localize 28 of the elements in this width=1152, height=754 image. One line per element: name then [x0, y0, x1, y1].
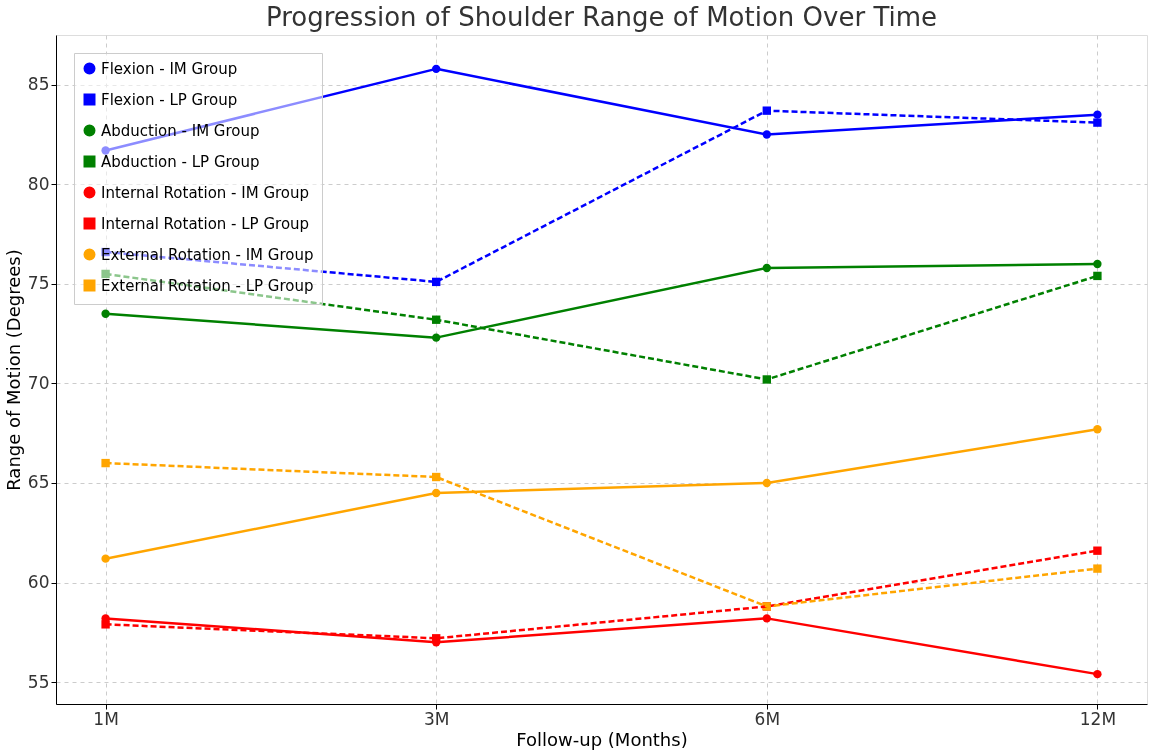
y-tick-label: 60	[27, 572, 50, 593]
legend-label: Flexion - LP Group	[101, 90, 238, 109]
point	[1093, 546, 1102, 555]
x-tick-label: 3M	[423, 708, 450, 729]
x-tick-label: 1M	[93, 708, 119, 729]
legend-label: External Rotation - LP Group	[101, 276, 314, 295]
y-tick-label: 65	[27, 472, 50, 493]
y-tick-label: 55	[27, 671, 50, 692]
x-tick-label: 12M	[1079, 708, 1117, 729]
point	[101, 458, 110, 468]
point	[1093, 271, 1102, 281]
y-tick-label: 75	[27, 273, 50, 294]
point	[101, 620, 110, 629]
legend-label: Internal Rotation - IM Group	[101, 183, 310, 202]
y-tick-label: 85	[27, 74, 50, 95]
legend-label: Abduction - LP Group	[101, 152, 260, 171]
y-tick-label: 80	[27, 173, 50, 194]
x-axis-title: Follow-up (Months)	[516, 728, 688, 750]
legend-label: External Rotation - IM Group	[101, 245, 314, 264]
y-axis-title: Range of Motion (Degrees)	[2, 249, 24, 491]
y-tick-label: 70	[27, 372, 50, 393]
legend-label: Internal Rotation - LP Group	[101, 214, 310, 233]
chart-title: Progression of Shoulder Range of Motion Over Time	[265, 2, 938, 32]
legend-label: Abduction - IM Group	[101, 121, 260, 140]
x-tick-label: 6M	[754, 708, 781, 729]
legend-label: Flexion - IM Group	[101, 59, 238, 78]
point	[1093, 118, 1102, 127]
point	[1093, 564, 1102, 573]
